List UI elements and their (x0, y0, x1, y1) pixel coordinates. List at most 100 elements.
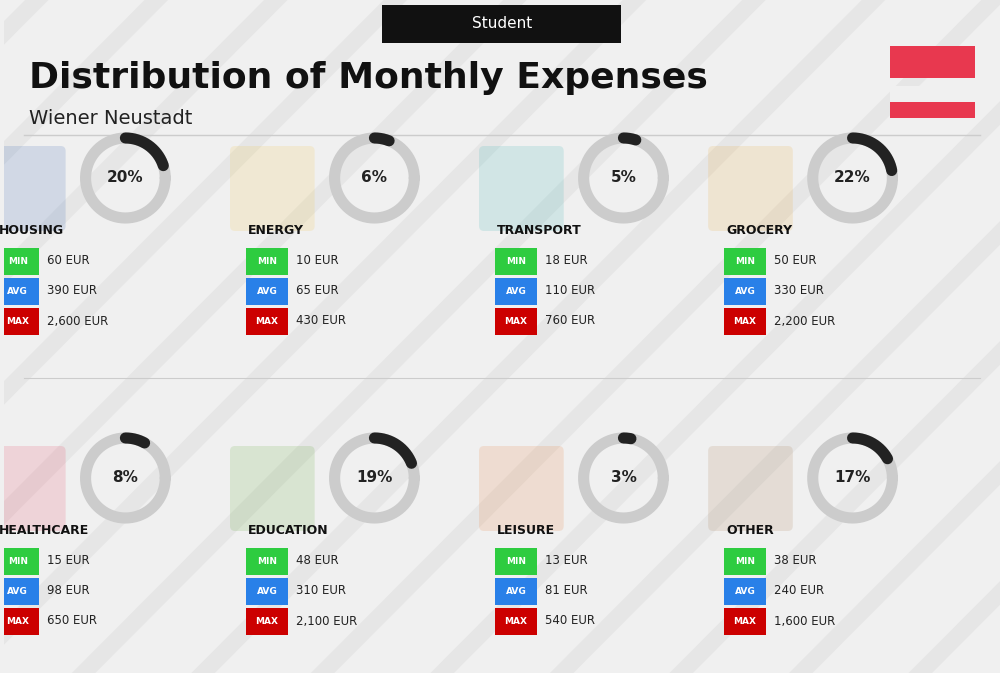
FancyBboxPatch shape (890, 86, 975, 102)
Text: 81 EUR: 81 EUR (545, 584, 587, 598)
Text: AVG: AVG (7, 586, 28, 596)
Text: AVG: AVG (506, 287, 526, 295)
Text: AVG: AVG (7, 287, 28, 295)
Text: AVG: AVG (506, 586, 526, 596)
FancyBboxPatch shape (246, 608, 288, 635)
Text: AVG: AVG (256, 287, 277, 295)
Text: 50 EUR: 50 EUR (774, 254, 816, 267)
Text: 15 EUR: 15 EUR (47, 555, 89, 567)
FancyBboxPatch shape (708, 146, 793, 231)
Text: 48 EUR: 48 EUR (296, 555, 338, 567)
Text: TRANSPORT: TRANSPORT (497, 225, 582, 238)
Text: 10 EUR: 10 EUR (296, 254, 338, 267)
FancyBboxPatch shape (230, 146, 315, 231)
Text: GROCERY: GROCERY (726, 225, 792, 238)
Text: MIN: MIN (8, 256, 28, 266)
Text: 13 EUR: 13 EUR (545, 555, 587, 567)
Text: 60 EUR: 60 EUR (47, 254, 89, 267)
FancyBboxPatch shape (0, 446, 66, 531)
Text: MAX: MAX (504, 316, 527, 326)
Text: 98 EUR: 98 EUR (47, 584, 89, 598)
Text: MIN: MIN (8, 557, 28, 565)
Text: 110 EUR: 110 EUR (545, 285, 595, 297)
FancyBboxPatch shape (0, 548, 39, 575)
Text: AVG: AVG (256, 586, 277, 596)
Text: MIN: MIN (735, 557, 755, 565)
Text: 390 EUR: 390 EUR (47, 285, 97, 297)
Text: LEISURE: LEISURE (497, 524, 555, 538)
FancyBboxPatch shape (495, 577, 537, 604)
FancyBboxPatch shape (495, 308, 537, 334)
Text: 8%: 8% (112, 470, 138, 485)
FancyBboxPatch shape (890, 86, 975, 118)
FancyBboxPatch shape (495, 608, 537, 635)
FancyBboxPatch shape (246, 277, 288, 304)
Text: 5%: 5% (611, 170, 636, 186)
Text: MIN: MIN (506, 557, 526, 565)
Text: 2,600 EUR: 2,600 EUR (47, 314, 108, 328)
Text: MAX: MAX (733, 316, 756, 326)
Text: HEALTHCARE: HEALTHCARE (0, 524, 89, 538)
Text: 17%: 17% (834, 470, 871, 485)
Text: OTHER: OTHER (726, 524, 774, 538)
FancyBboxPatch shape (246, 308, 288, 334)
Text: AVG: AVG (735, 586, 755, 596)
FancyBboxPatch shape (495, 248, 537, 275)
Text: MIN: MIN (257, 557, 277, 565)
FancyBboxPatch shape (724, 548, 766, 575)
Text: 19%: 19% (356, 470, 393, 485)
Text: HOUSING: HOUSING (0, 225, 64, 238)
Text: 310 EUR: 310 EUR (296, 584, 346, 598)
FancyBboxPatch shape (0, 248, 39, 275)
Text: 38 EUR: 38 EUR (774, 555, 816, 567)
FancyBboxPatch shape (479, 146, 564, 231)
Text: 650 EUR: 650 EUR (47, 614, 97, 627)
FancyBboxPatch shape (479, 446, 564, 531)
FancyBboxPatch shape (0, 577, 39, 604)
FancyBboxPatch shape (724, 608, 766, 635)
FancyBboxPatch shape (246, 548, 288, 575)
FancyBboxPatch shape (724, 308, 766, 334)
Text: MAX: MAX (6, 316, 29, 326)
Text: 22%: 22% (834, 170, 871, 186)
Text: MAX: MAX (255, 316, 278, 326)
FancyBboxPatch shape (724, 277, 766, 304)
Text: 1,600 EUR: 1,600 EUR (774, 614, 835, 627)
FancyBboxPatch shape (0, 277, 39, 304)
Text: Student: Student (472, 16, 532, 31)
FancyBboxPatch shape (495, 277, 537, 304)
FancyBboxPatch shape (0, 608, 39, 635)
Text: MIN: MIN (257, 256, 277, 266)
FancyBboxPatch shape (0, 308, 39, 334)
Text: 18 EUR: 18 EUR (545, 254, 587, 267)
Text: 240 EUR: 240 EUR (774, 584, 824, 598)
Text: EDUCATION: EDUCATION (248, 524, 329, 538)
Text: Distribution of Monthly Expenses: Distribution of Monthly Expenses (29, 61, 708, 95)
FancyBboxPatch shape (724, 248, 766, 275)
FancyBboxPatch shape (890, 46, 975, 78)
Text: ENERGY: ENERGY (248, 225, 304, 238)
Text: 6%: 6% (361, 170, 387, 186)
Text: 20%: 20% (107, 170, 144, 186)
Text: 2,200 EUR: 2,200 EUR (774, 314, 835, 328)
FancyBboxPatch shape (230, 446, 315, 531)
Text: MAX: MAX (504, 616, 527, 625)
Text: 760 EUR: 760 EUR (545, 314, 595, 328)
Text: 65 EUR: 65 EUR (296, 285, 338, 297)
Text: Wiener Neustadt: Wiener Neustadt (29, 108, 192, 127)
Text: 330 EUR: 330 EUR (774, 285, 824, 297)
FancyBboxPatch shape (495, 548, 537, 575)
Text: MIN: MIN (506, 256, 526, 266)
Text: 3%: 3% (611, 470, 636, 485)
Text: 540 EUR: 540 EUR (545, 614, 595, 627)
Text: MIN: MIN (735, 256, 755, 266)
Text: MAX: MAX (6, 616, 29, 625)
FancyBboxPatch shape (246, 248, 288, 275)
Text: 430 EUR: 430 EUR (296, 314, 346, 328)
FancyBboxPatch shape (724, 577, 766, 604)
Text: 2,100 EUR: 2,100 EUR (296, 614, 357, 627)
Text: AVG: AVG (735, 287, 755, 295)
FancyBboxPatch shape (0, 146, 66, 231)
Text: MAX: MAX (733, 616, 756, 625)
FancyBboxPatch shape (246, 577, 288, 604)
